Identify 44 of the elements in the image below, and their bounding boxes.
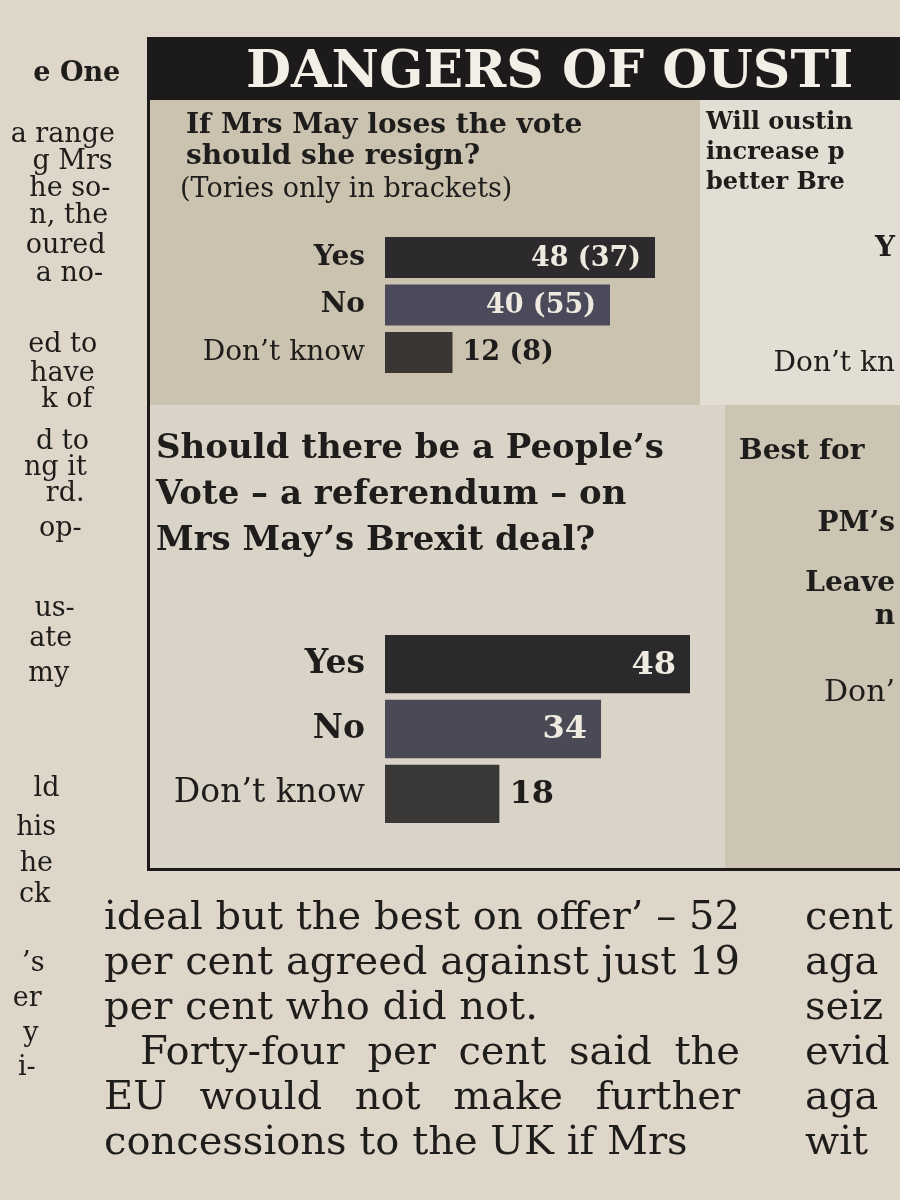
text: evid <box>805 1027 890 1073</box>
y-tick-label: Don’t know <box>173 771 365 811</box>
data-label: 18 <box>509 773 554 812</box>
data-label: 48 <box>631 643 676 682</box>
text: PM’s <box>817 505 895 538</box>
text: aga <box>805 1072 879 1118</box>
chart-subtitle: (Tories only in brackets) <box>180 172 513 204</box>
text: seiz <box>805 982 884 1028</box>
data-label: 40 (55) <box>485 288 596 320</box>
text: y <box>23 1015 39 1049</box>
text: my <box>28 655 70 689</box>
text: i- <box>17 1049 36 1083</box>
text: er <box>12 980 42 1014</box>
text: he <box>19 845 54 879</box>
data-label: 48 (37) <box>530 240 641 272</box>
text: Will oustin increase p better Bre <box>706 106 854 196</box>
y-tick-label: Yes <box>312 238 365 272</box>
text: DANGERS OF OUSTI <box>246 38 854 99</box>
text: his <box>16 809 57 843</box>
chart-title: If Mrs May loses the vote should she resign? <box>186 107 584 171</box>
text: ck <box>18 876 51 910</box>
data-label: 34 <box>542 708 588 747</box>
y-tick-label: Yes <box>303 641 365 681</box>
text: d to <box>35 423 89 455</box>
text: a range <box>10 116 116 148</box>
text: Y <box>875 230 895 263</box>
text: cent <box>805 892 893 938</box>
text: ideal but the best on offer’ – 52 per cent agreed against just 19 per cent who did not. <box>104 892 740 1028</box>
y-tick-label: No <box>312 706 365 746</box>
text: Forty-four per cent said the EU would not make further concessions to the UK if Mrs <box>104 1027 740 1163</box>
text: ld <box>33 770 60 804</box>
text: aga <box>805 937 879 983</box>
text: Leave n <box>804 565 895 631</box>
chart-title: Should there be a People’s Vote – a referendum – on Mrs May’s Brexit deal? <box>156 425 665 560</box>
text: wit <box>805 1117 869 1163</box>
y-tick-label: No <box>320 286 365 320</box>
text: op- <box>38 510 82 544</box>
text: ’s <box>22 945 45 979</box>
text: e One <box>33 55 121 89</box>
data-label: 12 (8) <box>462 335 554 367</box>
y-tick-label: Don’t know <box>202 333 366 367</box>
text: Don’ <box>824 673 895 708</box>
text: Don’t kn <box>773 345 895 378</box>
text: Best for <box>739 433 865 466</box>
